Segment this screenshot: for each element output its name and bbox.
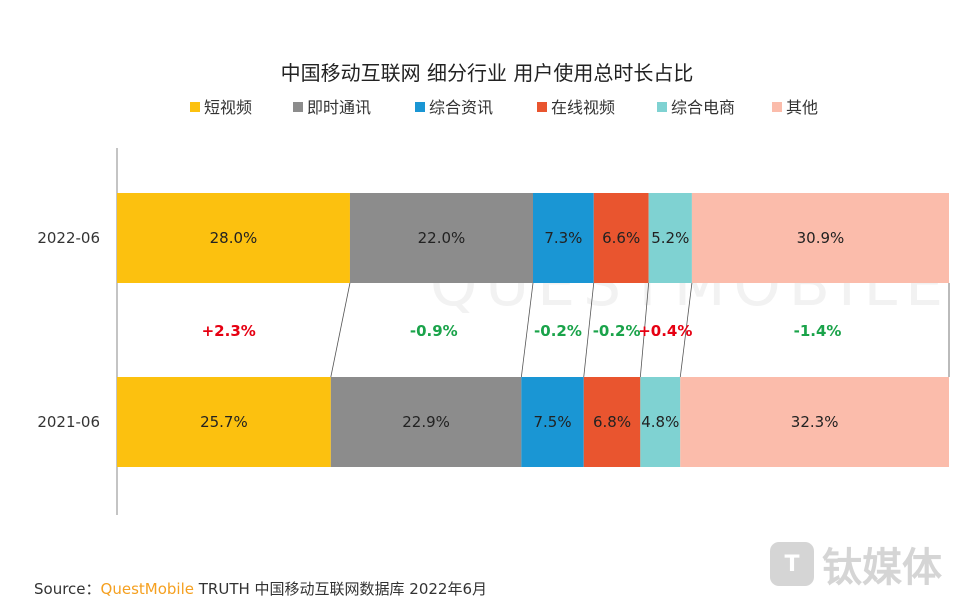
data-label: 4.8% [641, 413, 679, 431]
legend-label: 综合电商 [671, 98, 735, 117]
change-label: +0.4% [638, 322, 692, 340]
data-label: 32.3% [791, 413, 839, 431]
category-label: 2021-06 [37, 413, 100, 431]
data-label: 6.6% [602, 229, 640, 247]
legend-swatch [293, 102, 303, 112]
legend-label: 在线视频 [551, 98, 615, 117]
connector-line [520, 282, 534, 378]
data-label: 5.2% [651, 229, 689, 247]
legend: 短视频 即时通讯 综合资讯 在线视频 综合电商 其他 [190, 98, 818, 117]
legend-swatch [190, 102, 200, 112]
source-rest: TRUTH 中国移动互联网数据库 2022年6月 [193, 580, 488, 598]
bar-segment [680, 377, 949, 467]
bar-segment [640, 377, 681, 467]
category-label: 2022-06 [37, 229, 100, 247]
source-brand: QuestMobile [100, 580, 194, 598]
chart-title: 中国移动互联网 细分行业 用户使用总时长占比 [281, 61, 694, 85]
change-label: +2.3% [202, 322, 256, 340]
change-label: -0.9% [410, 322, 458, 340]
source-note: Source：QuestMobile TRUTH 中国移动互联网数据库 2022… [34, 578, 487, 599]
data-label: 28.0% [210, 229, 258, 247]
logo-text: 钛媒体 [822, 545, 942, 591]
bar-segment [583, 377, 641, 467]
data-label: 30.9% [797, 229, 845, 247]
bar-segment [533, 193, 594, 283]
change-label: -0.2% [534, 322, 582, 340]
change-label: -1.4% [794, 322, 842, 340]
data-label: 7.3% [544, 229, 582, 247]
source-prefix: Source： [34, 580, 101, 598]
legend-label: 综合资讯 [429, 98, 493, 117]
legend-label: 短视频 [204, 98, 252, 117]
bar-segment [593, 193, 649, 283]
connector-line [679, 282, 693, 378]
connector-line [639, 282, 650, 378]
data-label: 7.5% [533, 413, 571, 431]
connector-line [583, 282, 595, 378]
bar-segment [330, 377, 522, 467]
watermark-logo: T 钛媒体 [770, 535, 942, 593]
connector-line [330, 282, 351, 378]
data-label: 22.0% [418, 229, 466, 247]
bar-segment [349, 193, 533, 283]
legend-swatch [772, 102, 782, 112]
logo-mark: T [770, 542, 814, 586]
bar-segment [648, 193, 692, 283]
legend-label: 即时通讯 [307, 98, 371, 117]
bar-segment [117, 377, 331, 467]
legend-swatch [537, 102, 547, 112]
legend-swatch [415, 102, 425, 112]
bar-segment [691, 193, 949, 283]
data-label: 6.8% [593, 413, 631, 431]
bar-segment [521, 377, 584, 467]
data-label: 22.9% [402, 413, 450, 431]
data-label: 25.7% [200, 413, 248, 431]
legend-label: 其他 [786, 98, 818, 117]
change-label: -0.2% [593, 322, 641, 340]
legend-swatch [657, 102, 667, 112]
bar-segment [117, 193, 350, 283]
